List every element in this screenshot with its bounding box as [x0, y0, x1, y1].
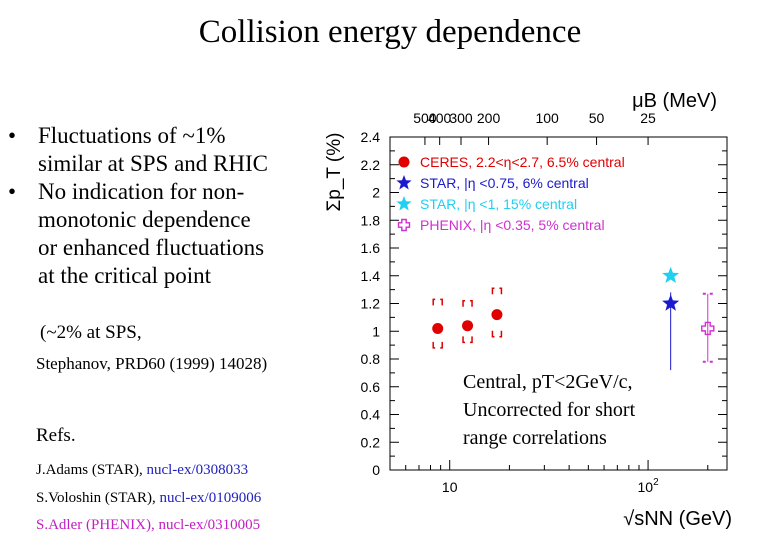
data-point	[662, 294, 680, 311]
bullet-marker: •	[8, 123, 17, 148]
data-point	[462, 320, 474, 332]
y-tick-label: 0.4	[361, 407, 381, 423]
y-axis-label: Σp_T (%)	[324, 133, 345, 212]
reference-id: nucl-ex/0109006	[159, 490, 262, 506]
refs-label: Refs.	[36, 425, 76, 446]
top-axis-tick-label: 300	[449, 110, 473, 126]
bullet-line: Fluctuations of ~1%	[38, 123, 226, 148]
y-tick-label: 1.4	[361, 268, 381, 284]
systematic-bracket	[432, 298, 436, 349]
y-tick-label: 2	[372, 185, 380, 201]
data-point	[432, 322, 444, 334]
legend-marker	[396, 196, 412, 211]
systematic-bracket	[470, 299, 473, 344]
top-axis-tick-label: 100	[535, 110, 559, 126]
systematic-cap	[702, 292, 713, 363]
bullet-line: similar at SPS and RHIC	[38, 151, 269, 176]
stephanov-citation: Stephanov, PRD60 (1999) 14028)	[36, 354, 268, 373]
reference-star-1[interactable]: J.Adams (STAR), nucl-ex/0308033	[36, 462, 248, 479]
y-tick-label: 0.6	[361, 379, 381, 395]
bullet-list: • Fluctuations of ~1% similar at SPS and…	[8, 122, 338, 290]
reference-author: S.Voloshin (STAR),	[36, 490, 160, 506]
top-axis-label: μB (MeV)	[632, 90, 717, 112]
chart-annotation: Central, pT<2GeV/c, Uncorrected for shor…	[463, 368, 635, 452]
bullet-marker: •	[8, 179, 17, 204]
systematic-bracket	[491, 287, 495, 338]
reference-star-2[interactable]: S.Voloshin (STAR), nucl-ex/0109006	[36, 490, 261, 507]
annotation-line: range correlations	[463, 427, 607, 449]
annotation-line: Central, pT<2GeV/c,	[463, 371, 633, 393]
top-axis-tick-label: 200	[477, 110, 501, 126]
reference-phenix[interactable]: S.Adler (PHENIX), nucl-ex/0310005	[36, 517, 260, 534]
x-axis-label: √sNN (GeV)	[623, 508, 732, 530]
bullet-line: monotonic dependence	[38, 207, 251, 232]
top-axis-tick-label: 50	[589, 110, 605, 126]
sps-note: (~2% at SPS,	[40, 322, 142, 343]
x-tick-label: 10	[442, 479, 458, 495]
bullet-line: No indication for non-	[38, 179, 245, 204]
top-axis-tick-label: 400	[428, 110, 452, 126]
y-tick-label: 0	[372, 462, 380, 478]
legend-marker	[398, 156, 410, 168]
x-tick-exponent: 2	[653, 477, 659, 488]
y-tick-label: 1.8	[361, 212, 381, 228]
data-point	[701, 321, 715, 336]
y-tick-label: 1.2	[361, 296, 381, 312]
systematic-bracket	[440, 298, 443, 349]
legend-label: STAR, |η <0.75, 6% central	[420, 175, 589, 191]
data-point	[662, 266, 680, 283]
y-tick-label: 1	[372, 323, 380, 339]
bullet-item: • Fluctuations of ~1% similar at SPS and…	[8, 122, 338, 178]
bullet-line: or enhanced fluctuations	[38, 235, 265, 260]
y-tick-label: 2.4	[361, 129, 381, 145]
data-point	[491, 309, 503, 321]
legend-label: STAR, |η <1, 15% central	[420, 196, 577, 212]
y-tick-label: 0.8	[361, 351, 381, 367]
y-tick-label: 0.2	[361, 434, 381, 450]
reference-author: S.Adler (PHENIX),	[36, 517, 159, 533]
legend-label: CERES, 2.2<η<2.7, 6.5% central	[420, 154, 625, 170]
reference-id: nucl-ex/0308033	[146, 462, 249, 478]
legend-marker	[396, 175, 412, 190]
reference-author: J.Adams (STAR),	[36, 462, 147, 478]
legend-marker	[397, 218, 411, 232]
bullet-item: • No indication for non- monotonic depen…	[8, 178, 338, 290]
systematic-bracket	[462, 299, 466, 344]
slide-title: Collision energy dependence	[198, 14, 582, 50]
top-axis-tick-label: 25	[640, 110, 656, 126]
annotation-line: Uncorrected for short	[463, 399, 636, 421]
top-axis-tick-label: 500	[413, 110, 437, 126]
x-tick-label: 102	[637, 477, 659, 495]
reference-id: nucl-ex/0310005	[158, 517, 261, 533]
legend-label: PHENIX, |η <0.35, 5% central	[420, 217, 605, 233]
y-tick-label: 2.2	[361, 157, 381, 173]
bullet-line: at the critical point	[38, 263, 212, 288]
systematic-bracket	[499, 287, 503, 338]
y-tick-label: 1.6	[361, 240, 381, 256]
